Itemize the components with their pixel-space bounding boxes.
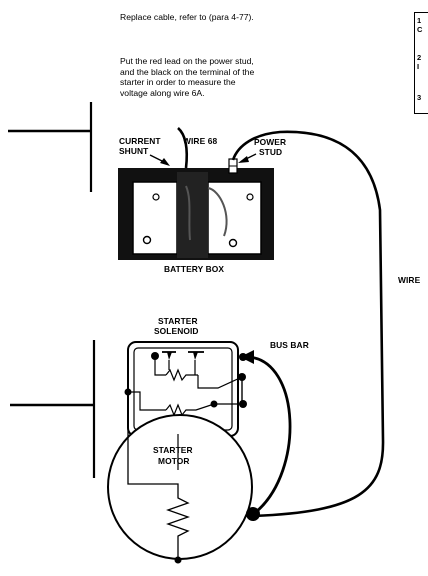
bus-bar <box>240 350 292 521</box>
starter-motor-label-line-2: MOTOR <box>158 456 190 466</box>
instruction-reference: Replace cable, refer to (para 4-77). <box>120 12 254 22</box>
current-shunt-arrow <box>149 154 170 166</box>
power-stud-arrow <box>238 153 257 163</box>
starter-solenoid-label-line-2: SOLENOID <box>154 326 199 336</box>
current-shunt-label-line-1: CURRENT <box>119 136 161 146</box>
power-stud-label-line-2: STUD <box>259 147 283 157</box>
power-stud-label-line-1: POWER <box>254 137 287 147</box>
instruction-line-1: Put the red lead on the power stud, <box>120 56 254 66</box>
instruction-line-2: and the black on the terminal of the <box>120 66 255 77</box>
battery-box <box>118 158 274 260</box>
step-3-number: 3 <box>417 93 422 102</box>
bracket-top <box>8 102 93 192</box>
starter-motor <box>107 392 253 564</box>
instruction-line-4: voltage along wire 6A. <box>120 87 205 98</box>
starter-solenoid-label-line-1: STARTER <box>158 316 198 326</box>
wire-power-stud-to-motor <box>231 130 385 518</box>
step-2-text-fragment: I <box>417 62 420 71</box>
instruction-line-3: starter in order to measure the <box>120 77 236 87</box>
step-2-number: 2 <box>417 53 422 62</box>
starter-motor-label-line-1: STARTER <box>153 445 193 455</box>
step-1-number: 1 <box>417 16 422 25</box>
wire-68 <box>177 127 189 169</box>
bus-bar-label: BUS BAR <box>270 340 309 350</box>
bracket-bottom <box>10 340 96 478</box>
flowchart-box-fragment: 1 C 2 I 3 <box>414 12 428 114</box>
wire-68-label: WIRE 68 <box>183 136 218 146</box>
step-1-text-fragment: C <box>417 25 423 34</box>
wire-label: WIRE <box>398 275 421 285</box>
current-shunt-label-line-2: SHUNT <box>119 146 149 156</box>
battery-box-label: BATTERY BOX <box>164 264 225 274</box>
starter-solenoid <box>124 341 247 437</box>
